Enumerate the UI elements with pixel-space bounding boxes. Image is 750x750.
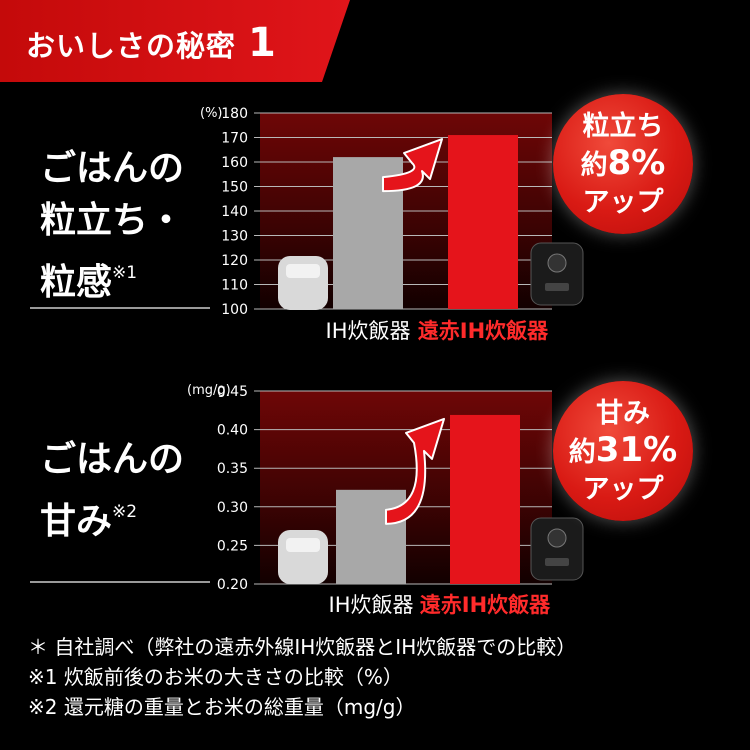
chart1-category-label: IH炊飯器 — [326, 319, 411, 343]
chart2-divider — [30, 581, 210, 583]
chart1-tick-label: 100 — [221, 302, 248, 318]
chart1-label-note: ※1 — [112, 263, 138, 283]
chart2-category-label: 遠赤IH炊飯器 — [420, 593, 551, 617]
footnotes: ＊ 自社調べ（弊社の遠赤外線IH炊飯器とIH炊飯器での比較） ※1 炊飯前後のお… — [28, 632, 576, 722]
chart1-tick-label: 110 — [221, 278, 248, 294]
chart1-label-line1: ごはんの — [40, 148, 185, 189]
chart1-tick-label: 140 — [221, 204, 248, 220]
chart1-callout-value-wrap: 約8% — [580, 142, 666, 184]
chart2-label-line1: ごはんの — [40, 439, 185, 480]
banner: おいしさの秘密 1 — [26, 20, 276, 66]
chart1-ih-cooker-panel — [286, 264, 320, 278]
chart2-callout-title: 甘み — [596, 397, 650, 429]
chart1-label-line3-wrap: 粒感※1 — [40, 247, 184, 309]
chart1-category-label: 遠赤IH炊飯器 — [418, 319, 549, 343]
chart2-tick-label: 0.30 — [217, 500, 248, 516]
chart2-callout-prefix: 約 — [568, 436, 596, 468]
footnote-1: ※1 炊飯前後のお米の大きさの比較（%） — [28, 665, 403, 689]
chart1-label-line3: 粒感 — [40, 262, 113, 303]
chart2-increase-arrow-icon — [385, 417, 445, 525]
chart1-tick-label: 150 — [221, 180, 248, 196]
chart1-tick-label: 180 — [221, 106, 248, 122]
chart1-callout-bubble: 粒立ち 約8% アップ — [553, 94, 693, 234]
chart2-callout-value-wrap: 約31% — [568, 429, 678, 471]
chart2-tick-label: 0.35 — [217, 461, 248, 477]
chart1-callout-title: 粒立ち — [582, 110, 664, 142]
chart2-bar-enseki-ih — [450, 414, 520, 584]
chart2-callout-bubble: 甘み 約31% アップ — [553, 381, 693, 521]
footnote-2: ※2 還元糖の重量とお米の総重量（mg/g） — [28, 695, 416, 719]
chart2-tick-label: 0.45 — [217, 384, 248, 400]
chart1-increase-arrow-icon — [382, 138, 443, 193]
footnote-survey: ＊ 自社調べ（弊社の遠赤外線IH炊飯器とIH炊飯器での比較） — [28, 635, 577, 659]
chart2-enseki-cooker-dial — [547, 528, 567, 548]
chart2-unit-label: (mg/g) — [187, 383, 231, 398]
chart1-callout-prefix: 約 — [580, 149, 608, 181]
chart1-bar-enseki-ih — [448, 135, 518, 309]
chart2-label-line2: 甘み — [40, 501, 113, 542]
chart2-enseki-cooker-display — [545, 558, 569, 566]
banner-number: 1 — [248, 20, 276, 66]
chart2-callout-up: アップ — [582, 473, 664, 505]
chart2-enseki-cooker-icon — [530, 517, 584, 581]
chart1-divider — [30, 307, 210, 309]
chart2-bar-ih — [336, 489, 406, 584]
banner-title: おいしさの秘密 — [26, 29, 237, 63]
chart2-label-note: ※2 — [112, 502, 138, 522]
chart1-tick-label: 130 — [221, 229, 248, 245]
chart1-label: ごはんの 粒立ち・ 粒感※1 — [40, 143, 184, 309]
chart1-tick-label: 120 — [221, 253, 248, 269]
chart1-callout-up: アップ — [582, 186, 664, 218]
chart2-callout-value: 31% — [595, 429, 678, 470]
banner-background — [0, 0, 350, 82]
chart1-callout-value: 8% — [607, 142, 666, 183]
chart2-tick-label: 0.25 — [217, 538, 248, 554]
chart1-tick-label: 160 — [221, 155, 248, 171]
chart1-enseki-cooker-dial — [547, 253, 567, 273]
chart2-ih-cooker-panel — [286, 538, 320, 552]
chart1-label-line2: 粒立ち・ — [40, 200, 185, 241]
chart2-label: ごはんの 甘み※2 — [40, 434, 184, 548]
chart2-tick-label: 0.40 — [217, 423, 248, 439]
chart1-enseki-cooker-display — [545, 283, 569, 291]
chart2-tick-label: 0.20 — [217, 577, 248, 593]
chart1-tick-label: 170 — [221, 131, 248, 147]
chart1-enseki-cooker-icon — [530, 242, 584, 306]
chart2-label-line2-wrap: 甘み※2 — [40, 486, 184, 548]
chart2-category-label: IH炊飯器 — [329, 593, 414, 617]
chart1-unit-label: (%) — [200, 106, 223, 121]
